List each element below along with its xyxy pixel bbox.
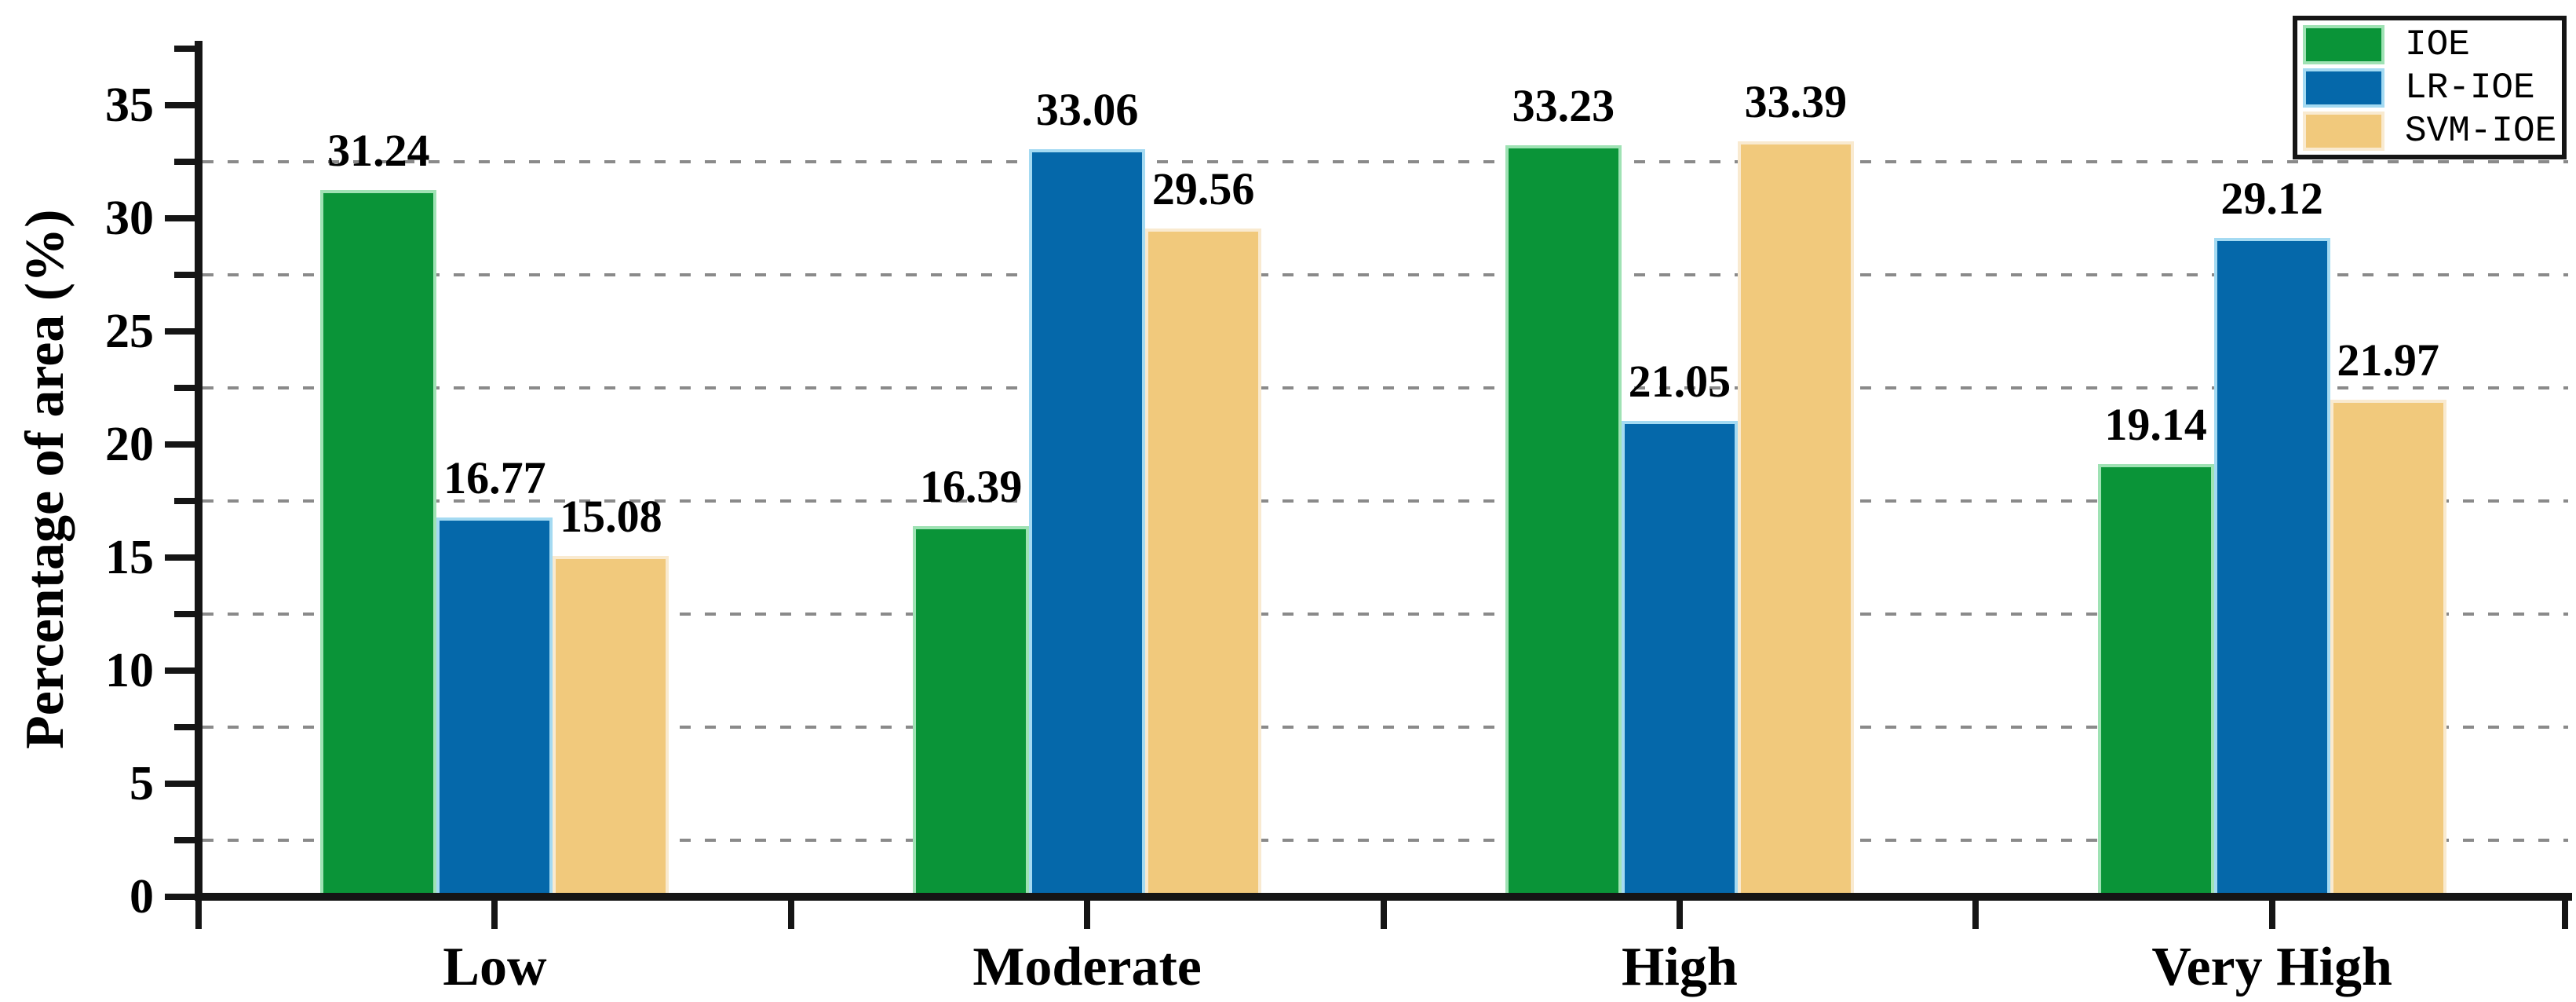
bar-value-label: 15.08 <box>560 490 662 542</box>
y-axis-major-tick <box>165 894 195 900</box>
legend-label: LR-IOE <box>2405 67 2535 108</box>
y-axis-minor-tick <box>174 46 195 52</box>
y-axis-tick-label: 35 <box>105 79 154 132</box>
y-axis-title: Percentage of area (%) <box>15 209 75 749</box>
grid-line <box>203 499 2568 503</box>
bar-value-label: 33.06 <box>1035 83 1139 135</box>
y-axis-major-tick <box>165 328 195 335</box>
bar-ioe-very-high <box>2097 463 2214 900</box>
x-axis-major-tick <box>1676 901 1683 929</box>
y-axis-tick-label: 20 <box>105 418 154 471</box>
x-axis-boundary-tick <box>2562 901 2568 929</box>
legend: IOE LR-IOE SVM-IOE <box>2293 16 2567 159</box>
bar-lr-ioe-very-high <box>2213 238 2330 900</box>
x-axis-boundary-tick <box>1380 901 1387 929</box>
bar-value-label: 33.23 <box>1512 79 1615 131</box>
bar-lr-ioe-low <box>436 517 553 900</box>
x-category-label: Very High <box>2151 937 2392 997</box>
y-axis-major-tick <box>165 554 195 561</box>
bar-svm-ioe-very-high <box>2330 400 2446 900</box>
bar-value-label: 21.05 <box>1628 355 1731 407</box>
legend-label: IOE <box>2405 24 2470 65</box>
x-axis-major-tick <box>2268 901 2275 929</box>
x-axis-major-tick <box>491 901 498 929</box>
bar-lr-ioe-high <box>1621 420 1738 900</box>
y-axis-major-tick <box>165 102 195 108</box>
legend-row: IOE <box>2303 24 2562 65</box>
y-axis-tick-label: 30 <box>105 192 154 245</box>
x-axis-spine <box>195 893 2572 901</box>
bar-value-label: 16.77 <box>443 452 546 504</box>
x-category-label: High <box>1621 937 1738 997</box>
grid-line <box>203 613 2568 616</box>
bar-ioe-low <box>320 190 437 900</box>
y-axis-minor-tick <box>174 724 195 730</box>
bar-value-label: 21.97 <box>2337 335 2439 386</box>
legend-label: SVM-IOE <box>2405 110 2557 152</box>
bar-lr-ioe-moderate <box>1029 148 1146 900</box>
x-axis-boundary-tick <box>1972 901 1979 929</box>
y-axis-minor-tick <box>174 159 195 165</box>
y-axis-tick-label: 25 <box>105 305 154 358</box>
bar-svm-ioe-low <box>553 555 670 900</box>
x-axis-boundary-tick <box>787 901 794 929</box>
bar-value-label: 33.39 <box>1744 76 1848 128</box>
legend-row: SVM-IOE <box>2303 110 2562 152</box>
x-category-label: Low <box>443 937 547 997</box>
bar-value-label: 19.14 <box>2104 398 2207 450</box>
y-axis-major-tick <box>165 781 195 787</box>
y-axis-minor-tick <box>174 272 195 278</box>
y-axis-tick-label: 0 <box>130 870 154 923</box>
y-axis-spine <box>195 41 203 901</box>
y-axis-tick-label: 15 <box>105 531 154 584</box>
x-axis-boundary-tick <box>195 901 202 929</box>
y-axis-minor-tick <box>174 498 195 504</box>
bar-svm-ioe-high <box>1737 141 1854 900</box>
y-axis-minor-tick <box>174 611 195 617</box>
y-axis-major-tick <box>165 215 195 221</box>
x-axis-major-tick <box>1084 901 1091 929</box>
y-axis-minor-tick <box>174 385 195 391</box>
bar-value-label: 29.12 <box>2220 173 2323 225</box>
bar-value-label: 16.39 <box>919 460 1023 512</box>
y-axis-major-tick <box>165 441 195 448</box>
y-axis-minor-tick <box>174 837 195 843</box>
legend-swatch-svm-ioe <box>2303 111 2384 151</box>
bar-svm-ioe-moderate <box>1145 228 1262 900</box>
y-axis-major-tick <box>165 667 195 674</box>
grid-line <box>203 386 2568 389</box>
bar-ioe-high <box>1505 144 1622 900</box>
grid-line <box>203 160 2568 163</box>
bar-value-label: 31.24 <box>327 125 430 177</box>
grid-line <box>203 726 2568 729</box>
bar-value-label: 29.56 <box>1151 163 1255 214</box>
bar-ioe-moderate <box>913 525 1030 900</box>
grid-line <box>203 273 2568 276</box>
legend-swatch-lr-ioe <box>2303 68 2384 108</box>
x-category-label: Moderate <box>972 937 1202 997</box>
y-axis-tick-label: 5 <box>130 757 154 810</box>
grid-line <box>203 839 2568 842</box>
y-axis-tick-label: 10 <box>105 644 154 697</box>
legend-swatch-ioe <box>2303 24 2384 64</box>
legend-row: LR-IOE <box>2303 68 2562 108</box>
